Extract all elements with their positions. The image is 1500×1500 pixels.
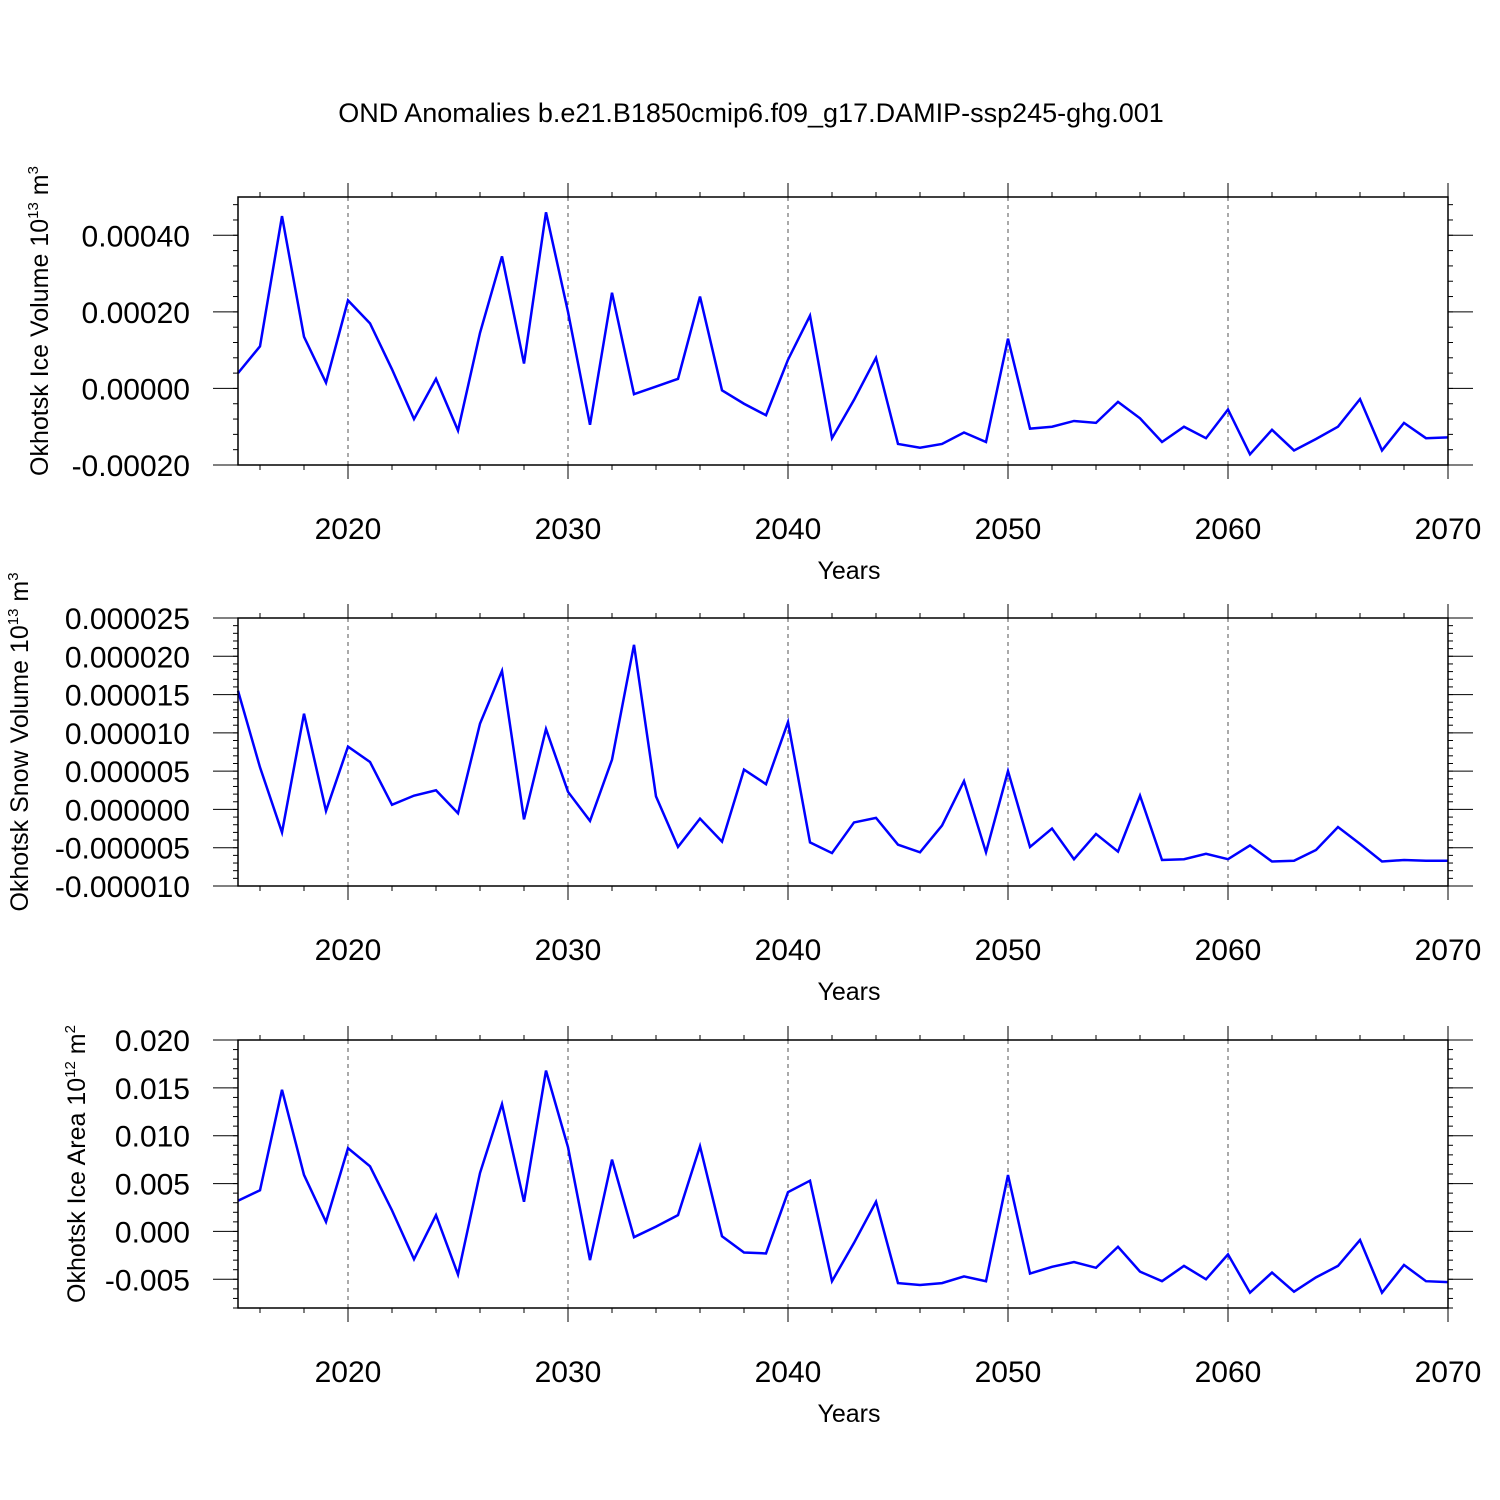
x-tick-label: 2050 bbox=[975, 934, 1042, 967]
y-tick-label: 0.020 bbox=[115, 1025, 190, 1058]
y-axis-label: Okhotsk Ice Area 1012 m2 bbox=[62, 1025, 91, 1303]
data-line bbox=[237, 212, 1449, 457]
y-axis-label-exponent: 13 bbox=[25, 202, 42, 219]
y-axis-label-exponent: 12 bbox=[62, 1061, 79, 1078]
x-tick-label: 2050 bbox=[975, 513, 1042, 546]
x-tick-label: 2040 bbox=[755, 1356, 822, 1389]
data-line bbox=[237, 1070, 1449, 1296]
y-tick-label: 0.010 bbox=[115, 1121, 190, 1154]
x-tick-label: 2050 bbox=[975, 1356, 1042, 1389]
x-tick-label: 2020 bbox=[315, 1356, 382, 1389]
plot-frame bbox=[237, 1039, 1449, 1309]
y-axis-label: Okhotsk Ice Volume 1013 m3 bbox=[25, 166, 54, 476]
y-tick-label: 0.00020 bbox=[82, 297, 190, 330]
y-tick-label: -0.005 bbox=[105, 1264, 190, 1297]
x-tick-label: 2060 bbox=[1195, 934, 1262, 967]
panels: 2020 2030 2040 2050 2060 2070-0.000200.000000… bbox=[5, 166, 1481, 1428]
x-tick-label: 2060 bbox=[1195, 513, 1262, 546]
y-axis-label-unit-exponent: 3 bbox=[5, 572, 22, 580]
y-axis-label-unit: m bbox=[26, 174, 54, 202]
y-tick-label: -0.000010 bbox=[55, 871, 190, 904]
x-tick-label: 2060 bbox=[1195, 1356, 1262, 1389]
x-axis-label: Years bbox=[817, 1400, 880, 1428]
y-tick-label: 0.000015 bbox=[65, 680, 190, 713]
y-tick-label: -0.000005 bbox=[55, 833, 190, 866]
y-tick-label: 0.005 bbox=[115, 1169, 190, 1202]
x-tick-label: 2020 bbox=[315, 934, 382, 967]
plot-frame bbox=[237, 196, 1449, 466]
x-axis-label: Years bbox=[817, 557, 880, 585]
figure-title: OND Anomalies b.e21.B1850cmip6.f09_g17.D… bbox=[338, 98, 1164, 128]
chart-panel-2: 2020 2030 2040 2050 2060 2070 -0.000010 -0.0000… bbox=[5, 572, 1481, 1006]
x-axis-label: Years bbox=[817, 978, 880, 1006]
y-axis-label-unit: m bbox=[6, 581, 34, 609]
x-tick-label: 2070 bbox=[1415, 934, 1482, 967]
y-tick-label: 0.015 bbox=[115, 1073, 190, 1106]
y-axis-label-text: Okhotsk Ice Area 10 bbox=[63, 1078, 91, 1303]
y-axis-label-unit: m bbox=[63, 1033, 91, 1061]
y-axis-label-text: Okhotsk Snow Volume 10 bbox=[6, 625, 34, 911]
y-tick-label: -0.00020 bbox=[72, 450, 190, 483]
y-axis-label-exponent: 13 bbox=[5, 609, 22, 626]
y-axis-label-unit-exponent: 2 bbox=[62, 1025, 79, 1033]
y-tick-label: 0.000010 bbox=[65, 718, 190, 751]
y-tick-label: 0.000000 bbox=[65, 794, 190, 827]
x-tick-label: 2040 bbox=[755, 513, 822, 546]
y-axis-label-text: Okhotsk Ice Volume 10 bbox=[26, 219, 54, 476]
y-axis-label-unit-exponent: 3 bbox=[25, 166, 42, 174]
y-axis-label: Okhotsk Snow Volume 1013 m3 bbox=[5, 572, 34, 911]
x-tick-label: 2040 bbox=[755, 934, 822, 967]
chart-panel-1: 2020 2030 2040 2050 2060 2070 -0.00020 0.00000 0… bbox=[25, 166, 1481, 585]
x-tick-label: 2030 bbox=[535, 1356, 602, 1389]
data-line bbox=[236, 644, 1448, 863]
x-tick-label: 2030 bbox=[535, 513, 602, 546]
y-tick-label: 0.000 bbox=[115, 1216, 190, 1249]
plot-frame bbox=[237, 617, 1449, 887]
x-tick-label: 2070 bbox=[1415, 1356, 1482, 1389]
y-tick-label: 0.00000 bbox=[82, 373, 190, 406]
x-tick-label: 2070 bbox=[1415, 513, 1482, 546]
y-tick-label: 0.000020 bbox=[65, 641, 190, 674]
y-tick-label: 0.000005 bbox=[65, 756, 190, 789]
y-tick-label: 0.000025 bbox=[65, 603, 190, 636]
x-tick-label: 2020 bbox=[315, 513, 382, 546]
chart-panel-3: 2020 2030 2040 2050 2060 2070 -0.005 0.000 0.005… bbox=[62, 1025, 1481, 1428]
x-tick-label: 2030 bbox=[535, 934, 602, 967]
y-tick-label: 0.00040 bbox=[82, 220, 190, 253]
